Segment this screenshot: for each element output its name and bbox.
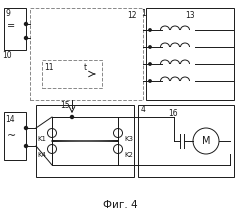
- Circle shape: [149, 29, 151, 31]
- Text: ~: ~: [7, 131, 16, 141]
- Circle shape: [149, 63, 151, 65]
- Bar: [30, 8, 143, 100]
- Circle shape: [24, 144, 28, 147]
- Text: 12: 12: [127, 10, 137, 20]
- Text: 16: 16: [168, 108, 178, 118]
- Text: 9: 9: [6, 10, 11, 19]
- Text: 15: 15: [60, 101, 70, 109]
- Text: M: M: [202, 136, 210, 146]
- Bar: [138, 105, 234, 177]
- Text: =: =: [7, 21, 15, 31]
- Text: 11: 11: [44, 63, 54, 72]
- Text: t: t: [84, 63, 87, 72]
- Text: Фиг. 4: Фиг. 4: [103, 200, 137, 210]
- Text: 13: 13: [185, 12, 195, 20]
- Bar: [4, 112, 26, 160]
- Circle shape: [149, 46, 151, 48]
- Circle shape: [24, 127, 28, 130]
- Circle shape: [71, 115, 73, 118]
- Bar: [4, 8, 26, 50]
- Text: 14: 14: [5, 115, 15, 124]
- Text: 1: 1: [141, 9, 146, 17]
- Bar: [36, 105, 134, 177]
- Text: K1: K1: [37, 136, 46, 142]
- Text: K2: K2: [124, 152, 133, 158]
- Circle shape: [24, 36, 28, 39]
- Circle shape: [24, 23, 28, 26]
- Circle shape: [149, 80, 151, 82]
- Bar: [42, 60, 102, 88]
- Text: 10: 10: [2, 52, 12, 60]
- Text: K3: K3: [124, 136, 133, 142]
- Bar: [146, 8, 234, 100]
- Text: 4: 4: [141, 105, 146, 115]
- Text: K4: K4: [37, 152, 46, 158]
